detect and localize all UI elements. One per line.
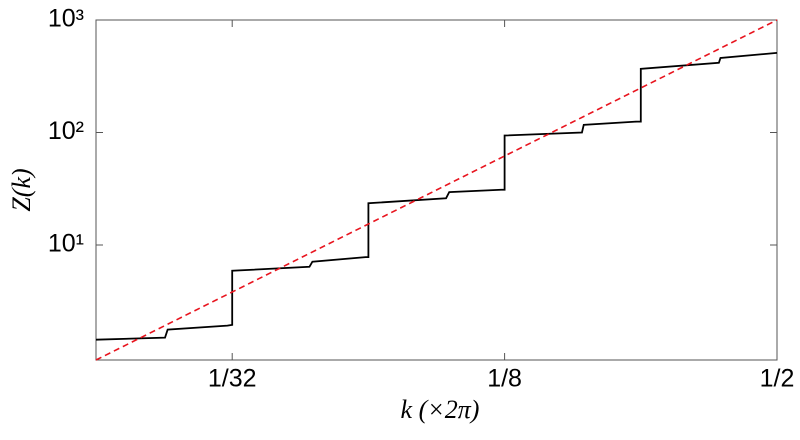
y-axis-title: Z(k) <box>7 168 36 211</box>
y-tick-label: 10¹ <box>48 230 84 258</box>
x-tick-label: 1/8 <box>487 365 522 393</box>
x-tick-label: 1/32 <box>208 365 257 393</box>
y-tick-label: 10³ <box>48 5 84 33</box>
x-tick-label: 1/2 <box>760 365 795 393</box>
data-line <box>95 19 778 361</box>
data-line <box>95 52 778 341</box>
x-axis-title: k (×2π) <box>401 395 480 424</box>
plot-frame <box>95 19 778 361</box>
y-tick-label: 10² <box>48 117 84 145</box>
